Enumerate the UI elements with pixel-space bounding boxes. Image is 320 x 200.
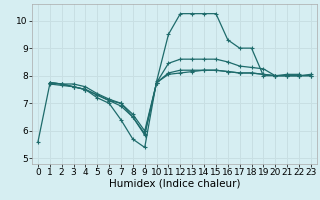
X-axis label: Humidex (Indice chaleur): Humidex (Indice chaleur) [109,179,240,189]
